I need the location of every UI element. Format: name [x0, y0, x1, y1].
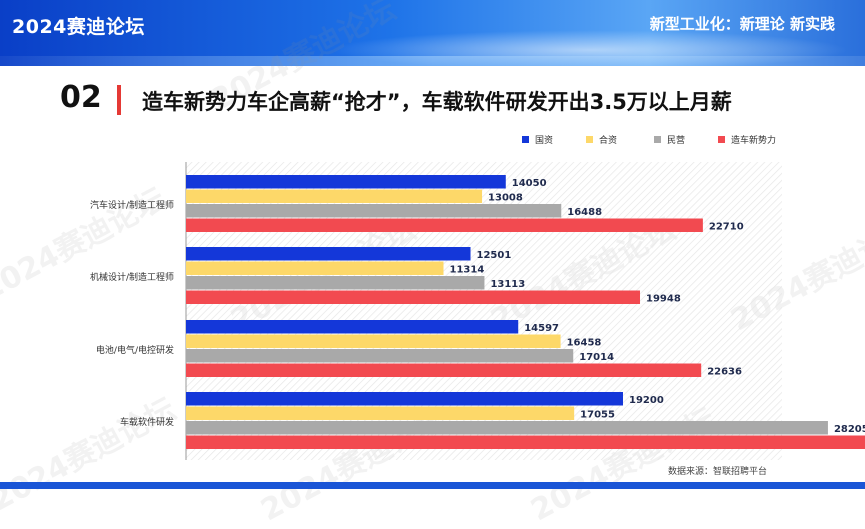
legend-label: 民营 — [667, 134, 685, 146]
data-label: 13113 — [490, 279, 525, 290]
legend-label: 国资 — [535, 135, 553, 146]
bar — [186, 290, 641, 304]
bar — [186, 363, 702, 377]
bar — [186, 421, 828, 435]
footer-bar — [0, 482, 865, 489]
data-label: 19948 — [646, 294, 681, 305]
bar — [186, 175, 506, 189]
bar — [186, 349, 574, 363]
bar — [186, 435, 865, 449]
data-label: 12501 — [477, 250, 512, 261]
category-label: 电池/电气/电控研发 — [96, 344, 174, 356]
section-divider — [117, 85, 121, 115]
bar — [186, 204, 562, 218]
data-label: 13008 — [488, 193, 523, 204]
data-label: 22710 — [709, 222, 744, 233]
bar — [186, 276, 485, 290]
data-label: 19200 — [629, 395, 664, 406]
bar — [186, 406, 575, 420]
header-banner: 2024赛迪论坛 新型工业化：新理论 新实践 — [0, 0, 865, 66]
legend-label: 合资 — [599, 134, 617, 146]
bar — [186, 189, 483, 203]
data-source-note: 数据来源：智联招聘平台 — [667, 467, 767, 477]
header-slogan: 新型工业化：新理论 新实践 — [649, 15, 835, 33]
data-label: 16488 — [567, 207, 602, 218]
chart-bars: 14050 13008 16488 22710 12501 11314 13113 19948… — [186, 175, 865, 449]
legend-swatch — [586, 136, 593, 143]
chart-legend: 国资 合资 民营 造车新势力 — [522, 134, 776, 146]
bar — [186, 247, 471, 261]
data-label: 14050 — [512, 178, 547, 189]
bar — [186, 218, 703, 232]
section-title: 造车新势力车企高薪“抢才”，车载软件研发开出3.5万以上月薪 — [142, 90, 732, 114]
bar — [186, 392, 623, 406]
category-label: 机械设计/制造工程师 — [90, 271, 174, 283]
data-label: 22636 — [707, 367, 742, 378]
bar — [186, 320, 519, 334]
brand-title: 2024赛迪论坛 — [12, 16, 145, 38]
bar — [186, 334, 561, 348]
legend-swatch — [718, 136, 725, 143]
data-label: 16458 — [567, 338, 602, 349]
bar — [186, 261, 444, 275]
bar-chart: 国资 合资 民营 造车新势力 汽车设计/制造工程师机械设计/制造工程师电池/电气/电控… — [90, 134, 865, 460]
data-label: 14597 — [524, 323, 559, 334]
section-number: 02 — [60, 80, 102, 115]
data-label: 17055 — [580, 410, 615, 421]
header-decoration — [0, 56, 865, 66]
legend-swatch — [522, 136, 529, 143]
category-label: 汽车设计/制造工程师 — [90, 199, 174, 211]
category-label: 车载软件研发 — [120, 416, 174, 428]
legend-label: 造车新势力 — [731, 134, 776, 146]
data-label: 11314 — [450, 265, 485, 276]
data-label: 17014 — [579, 352, 614, 363]
legend-swatch — [654, 136, 661, 143]
data-label: 28205 — [834, 424, 865, 435]
